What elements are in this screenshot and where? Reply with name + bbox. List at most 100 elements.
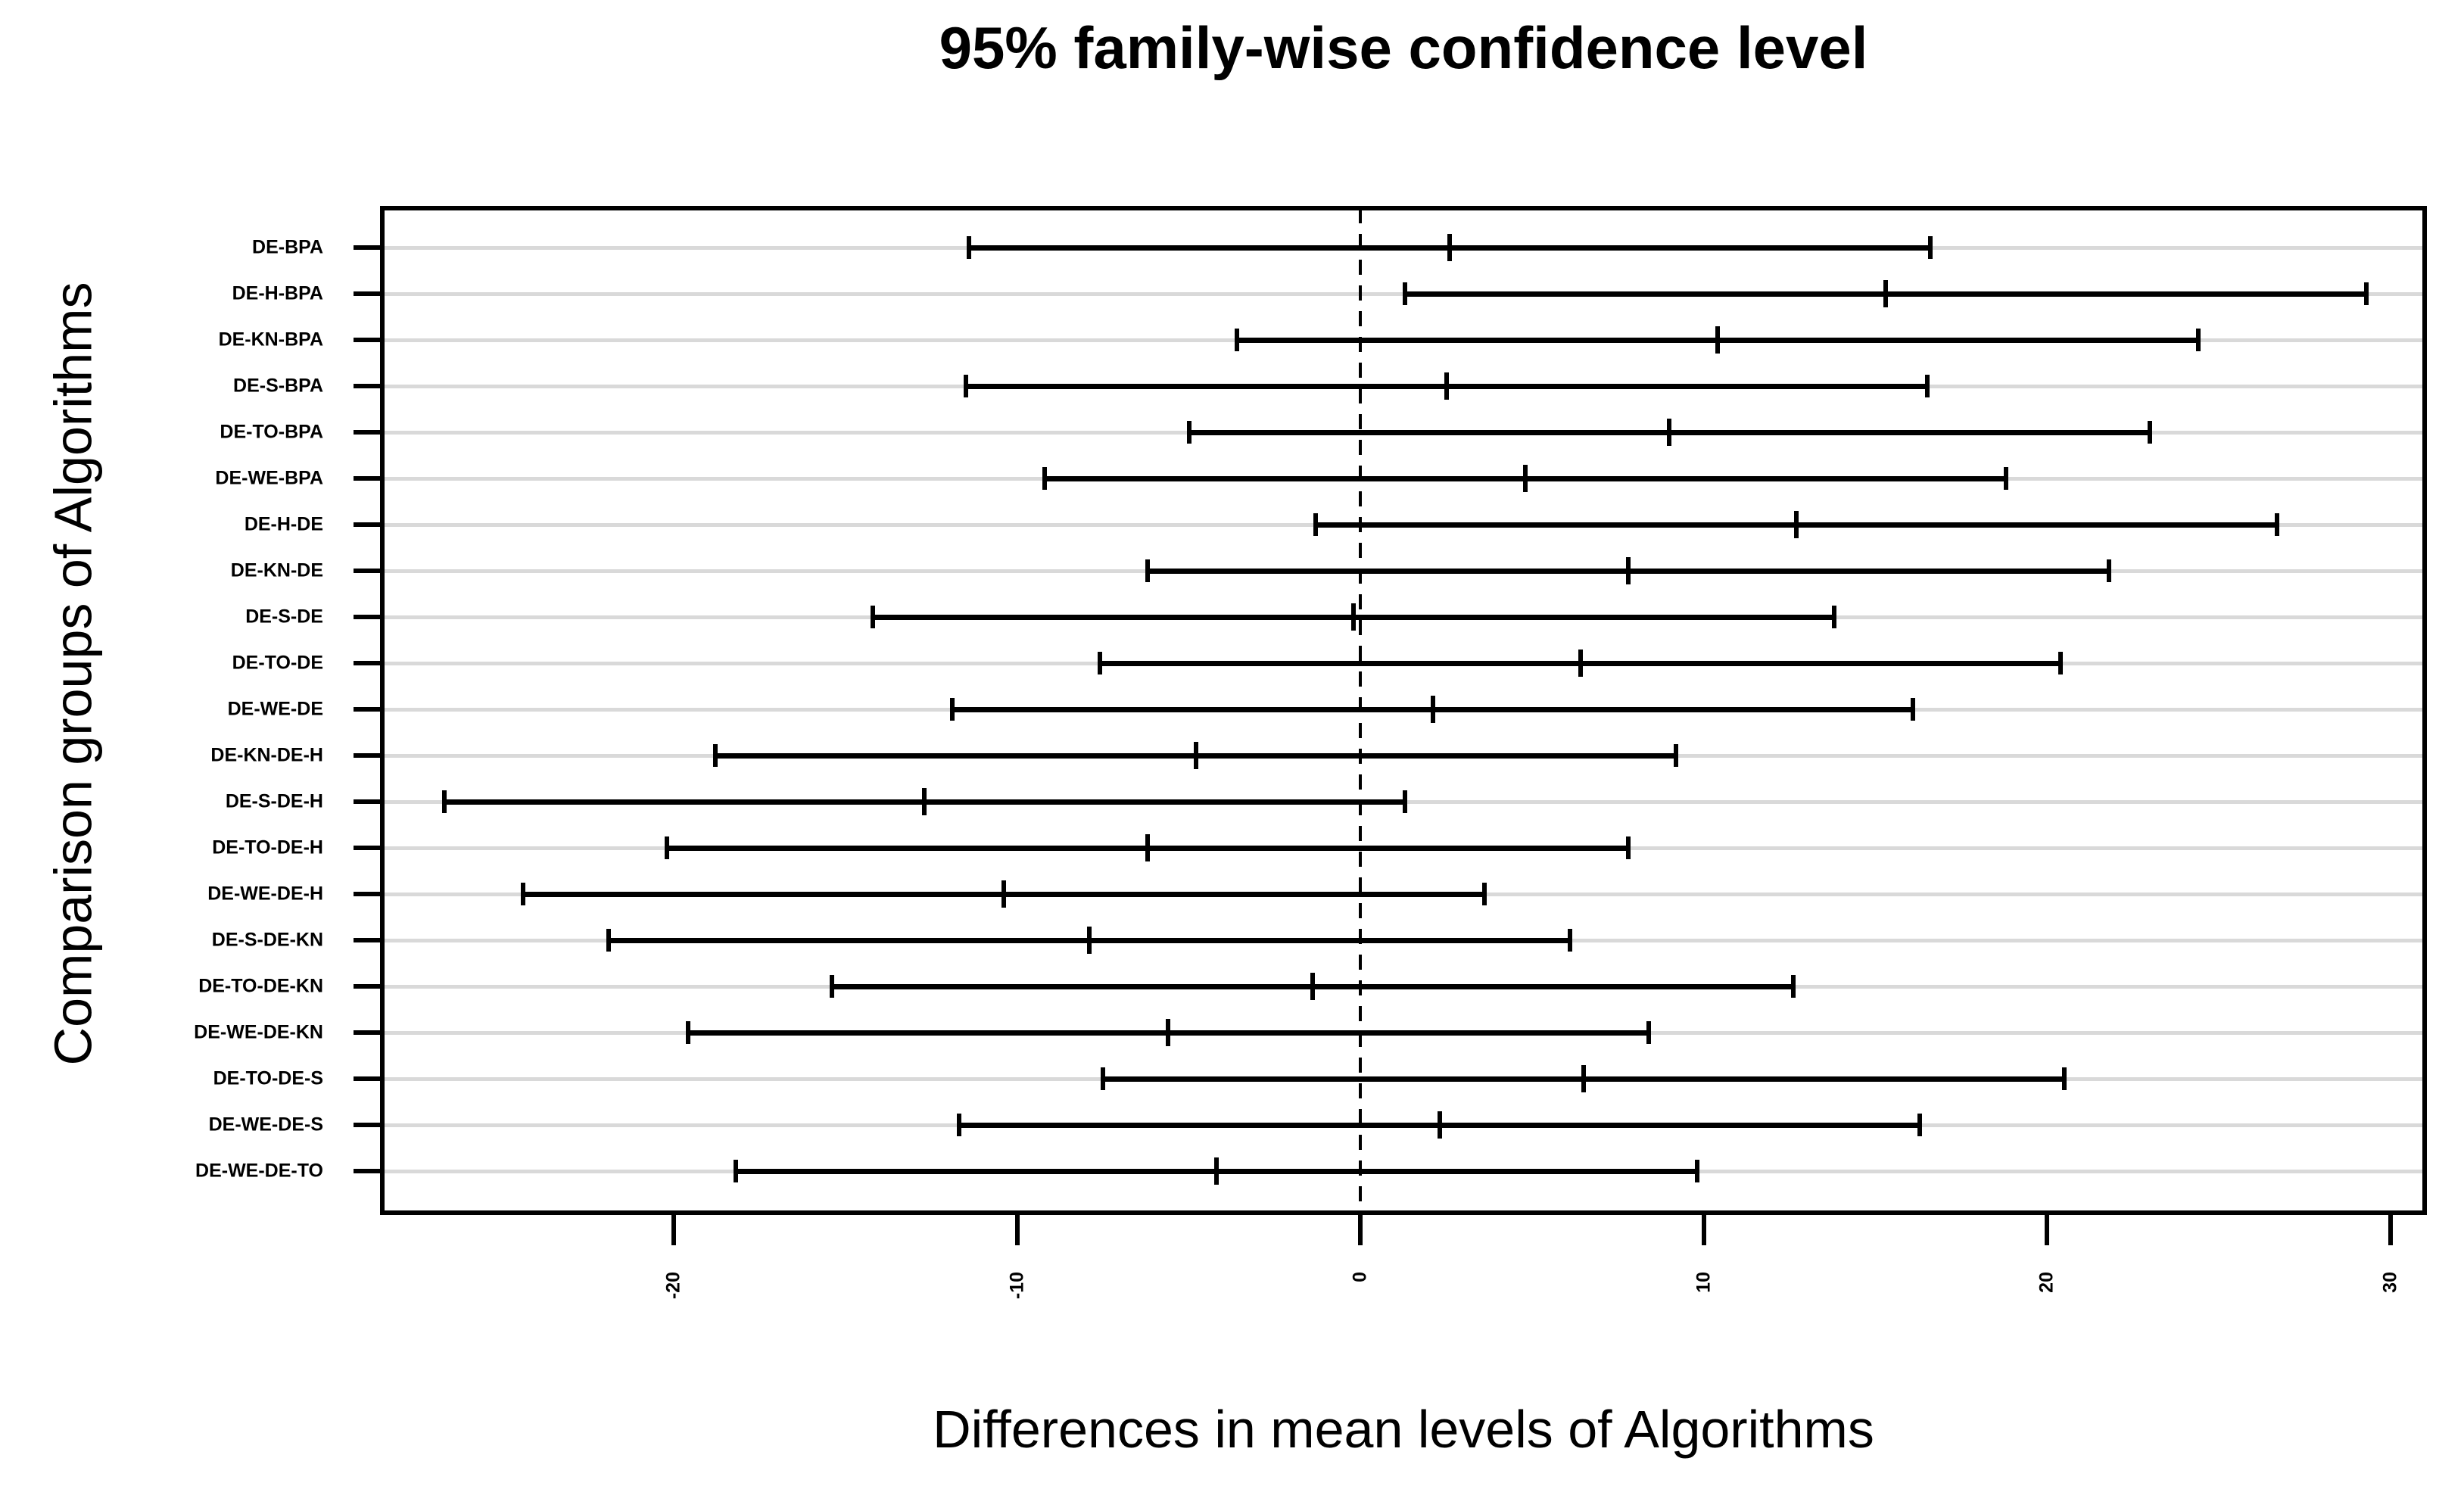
ci-right-cap [1674,744,1679,767]
y-tick [354,938,382,942]
y-tick-label: DE-TO-DE [232,652,323,674]
ci-right-cap [1832,606,1837,628]
ci-left-cap [665,836,670,859]
ci-right-cap [1928,236,1933,259]
ci-left-cap [734,1160,739,1182]
y-tick [354,1030,382,1035]
ci-center-tick [1626,557,1631,584]
ci-left-cap [1145,559,1151,582]
ci-right-cap [2106,559,2111,582]
y-tick-label: DE-S-DE-KN [211,929,323,951]
y-tick [354,476,382,481]
ci-center-tick [1581,1065,1587,1092]
y-tick-label: DE-KN-DE [230,559,323,581]
ci-left-cap [1403,282,1408,305]
ci-left-cap [956,1114,961,1136]
ci-center-tick [1087,927,1092,954]
ci-center-tick [1145,834,1151,861]
y-tick [354,430,382,435]
ci-center-tick [1578,650,1583,677]
ci-left-cap [830,975,834,998]
x-tick [1701,1213,1706,1245]
ci-right-cap [1694,1160,1699,1182]
y-tick-label: DE-TO-DE-S [213,1067,323,1089]
y-tick [354,615,382,619]
x-tick [1358,1213,1363,1245]
ci-center-tick [1437,1111,1442,1139]
y-tick [354,1076,382,1081]
ci-right-cap [1646,1021,1652,1044]
ci-center-tick [1715,326,1720,354]
ci-right-cap [1403,790,1408,813]
ci-right-cap [1626,836,1631,859]
ci-right-cap [1917,1114,1923,1136]
ci-right-cap [1481,883,1487,905]
x-tick-label: 30 [2379,1272,2401,1293]
x-tick-label: -10 [1006,1272,1028,1300]
ci-left-cap [1042,467,1048,490]
ci-center-tick [1794,511,1799,538]
ci-right-cap [2003,467,2008,490]
ci-right-cap [2058,652,2064,674]
y-tick-label: DE-WE-DE-H [207,883,323,905]
y-tick-label: DE-S-BPA [233,375,323,397]
y-tick [354,984,382,989]
y-axis-title: Comparison groups of Algorithms [43,282,102,1066]
ci-center-tick [1444,372,1449,400]
ci-left-cap [1235,329,1240,351]
ci-left-cap [520,883,525,905]
ci-left-cap [441,790,447,813]
y-tick-label: DE-H-DE [244,513,323,535]
ci-right-cap [1911,698,1916,721]
y-tick [354,245,382,250]
ci-left-cap [606,929,612,952]
ci-center-tick [922,788,927,815]
ci-center-tick [1447,234,1453,261]
ci-right-cap [2275,513,2280,536]
y-tick-label: DE-WE-BPA [215,467,323,489]
y-tick [354,338,382,342]
x-tick-label: 20 [2036,1272,2057,1293]
ci-right-cap [1567,929,1572,952]
ci-center-tick [1522,465,1528,492]
y-tick-label: DE-H-BPA [232,282,323,304]
ci-left-cap [1313,513,1319,536]
ci-center-tick [1001,880,1006,908]
ci-right-cap [2061,1067,2067,1090]
ci-left-cap [1101,1067,1106,1090]
y-tick-label: DE-WE-DE [227,698,323,720]
y-tick [354,892,382,896]
ci-center-tick [1883,280,1889,307]
ci-right-cap [2148,421,2153,444]
x-tick [2388,1213,2393,1245]
y-tick [354,1123,382,1127]
y-tick [354,799,382,804]
ci-left-cap [685,1021,690,1044]
x-tick [1014,1213,1020,1245]
chart-title: 95% family-wise confidence level [939,14,1868,81]
y-tick-label: DE-WE-DE-TO [195,1160,323,1182]
ci-right-cap [1790,975,1796,998]
x-tick-label: -20 [662,1272,684,1300]
y-tick [354,753,382,758]
ci-center-tick [1193,742,1198,769]
ci-right-cap [2363,282,2369,305]
ci-left-cap [967,236,972,259]
y-tick-label: DE-TO-DE-KN [198,975,323,997]
x-tick [671,1213,677,1245]
ci-center-tick [1213,1157,1219,1185]
y-tick-label: DE-WE-DE-KN [194,1021,323,1043]
y-tick-label: DE-KN-DE-H [210,744,323,766]
ci-center-tick [1166,1019,1171,1046]
x-tick [2045,1213,2050,1245]
y-tick-label: DE-BPA [252,236,323,258]
y-tick [354,291,382,296]
ci-left-cap [949,698,955,721]
y-tick [354,384,382,388]
ci-center-tick [1667,419,1672,446]
y-tick [354,707,382,712]
ci-center-tick [1310,973,1315,1000]
ci-left-cap [963,375,968,397]
ci-center-tick [1430,696,1435,723]
